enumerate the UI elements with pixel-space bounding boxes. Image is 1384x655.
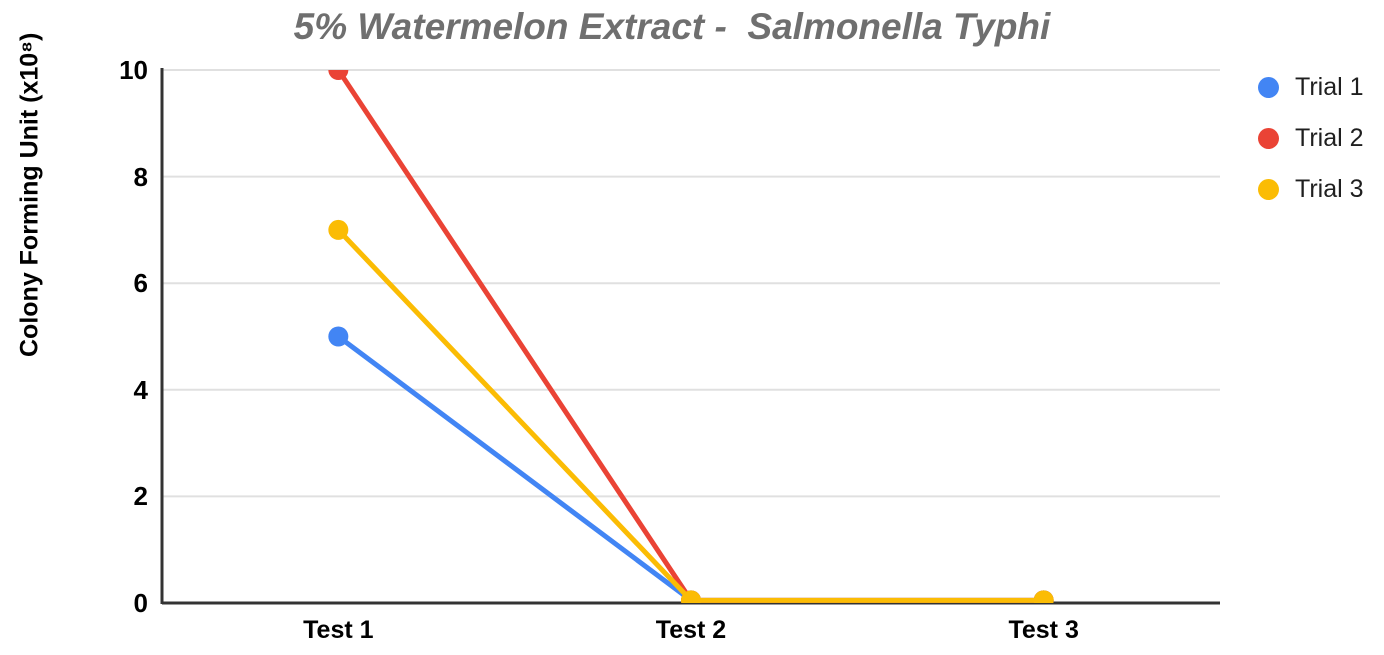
legend-label-trial-3: Trial 3	[1295, 174, 1364, 203]
axes	[160, 68, 1220, 605]
chart-title: 5% Watermelon Extract - Salmonella Typhi	[293, 6, 1051, 47]
x-category-label-test-2: Test 2	[655, 616, 727, 644]
y-tick-label-4: 4	[133, 374, 148, 405]
y-tick-label-6: 6	[133, 268, 148, 299]
legend-swatch-trial-1-icon	[1258, 76, 1279, 98]
series-lines	[328, 70, 1054, 603]
gridlines	[162, 69, 1220, 498]
data-point-trial-1-test-1	[328, 326, 349, 347]
legend-swatch-trial-2-icon	[1258, 127, 1279, 149]
data-point-trial-3-test-2	[681, 590, 701, 603]
data-point-trial-3-test-3	[1033, 590, 1054, 603]
legend-item-trial-3[interactable]: Trial 3	[1258, 168, 1364, 210]
legend-item-trial-1[interactable]: Trial 1	[1258, 66, 1364, 108]
y-tick-label-8: 8	[133, 161, 148, 192]
y-tick-label-2: 2	[133, 481, 148, 512]
legend-label-trial-1: Trial 1	[1295, 72, 1364, 101]
y-tick-label-10: 10	[119, 55, 148, 85]
legend-item-trial-2[interactable]: Trial 2	[1258, 117, 1364, 159]
x-category-label-test-1: Test 1	[303, 616, 374, 644]
data-point-trial-3-test-1	[328, 219, 349, 240]
x-category-label-test-3: Test 3	[1008, 616, 1079, 644]
legend-label-trial-2: Trial 2	[1295, 123, 1364, 152]
series-line-trial-2	[335, 70, 1047, 603]
legend: Trial 1 Trial 2 Trial 3	[1258, 66, 1364, 219]
y-tick-label-0: 0	[133, 588, 148, 618]
series-line-trial-1	[335, 334, 1047, 603]
legend-swatch-trial-3-icon	[1258, 178, 1279, 200]
data-point-trial-2-test-1	[328, 70, 349, 80]
